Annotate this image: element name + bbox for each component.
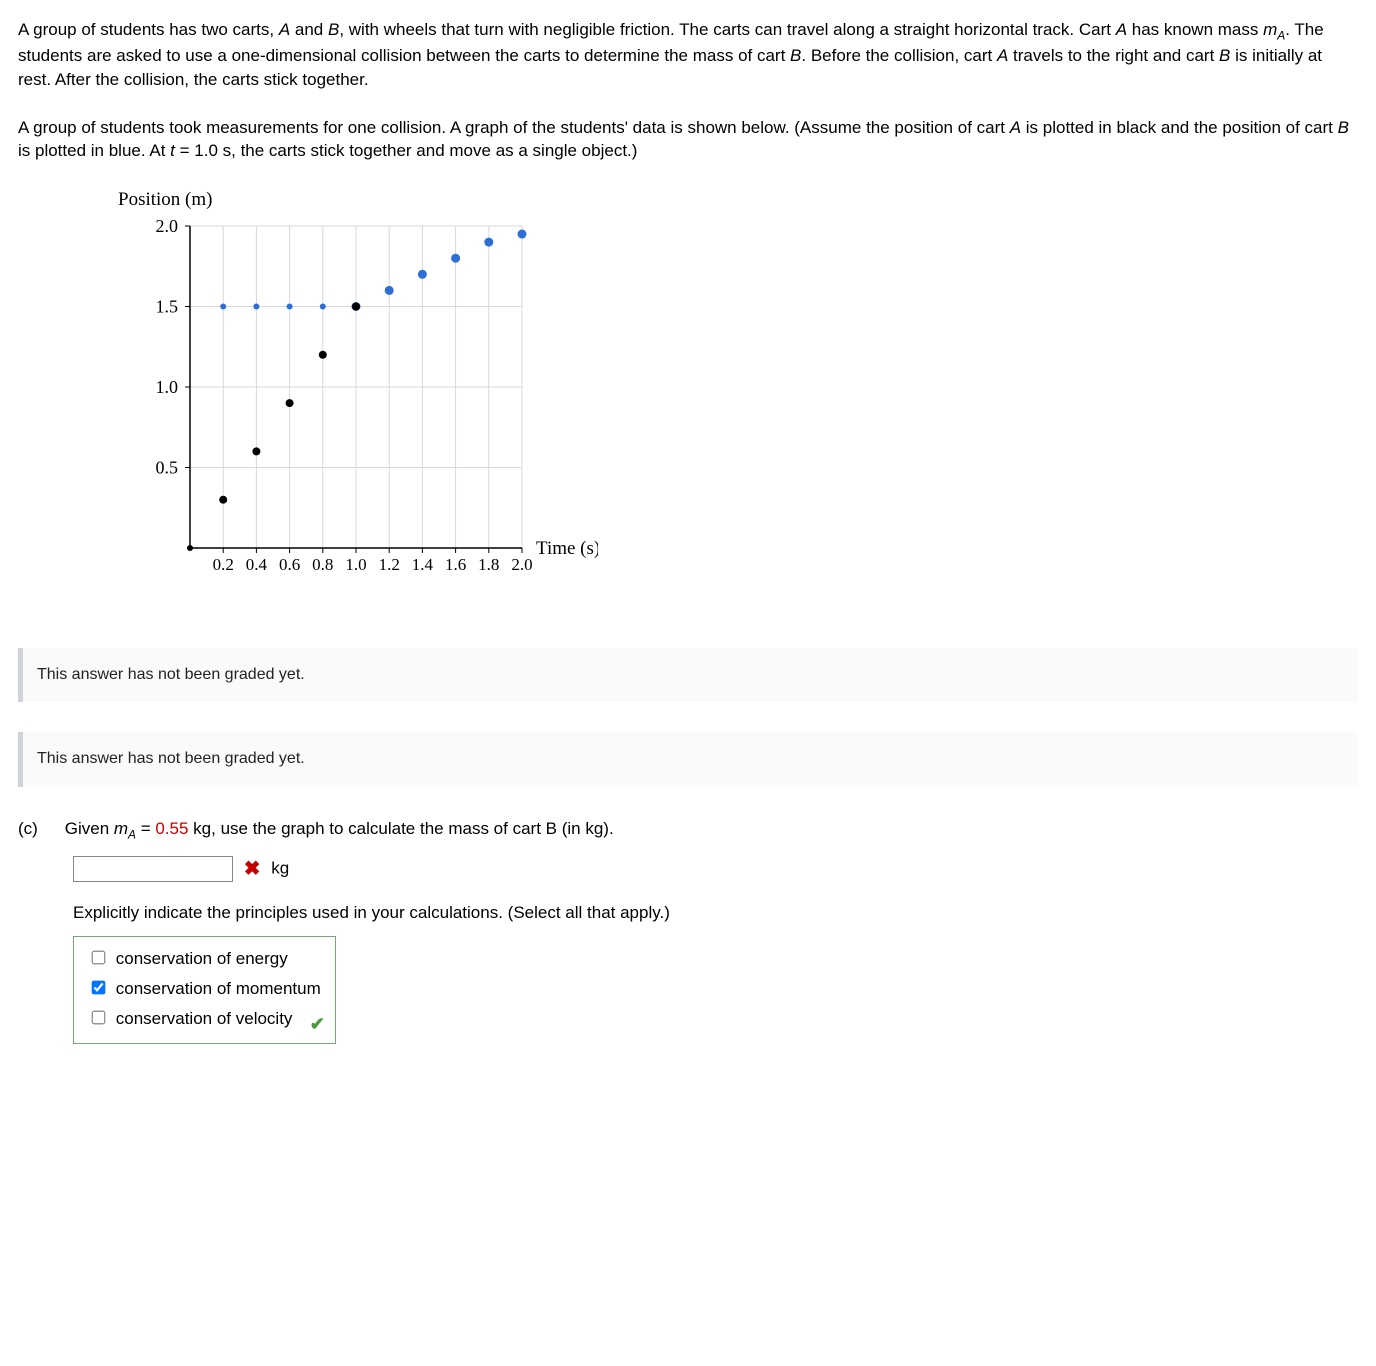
svg-text:1.2: 1.2 — [379, 555, 400, 574]
part-c-prompt: (c) Given mA = 0.55 kg, use the graph to… — [18, 817, 1358, 843]
graph-container: Position (m) 0.5 1.0 1.5 2.0 0.2 0.4 0.6 0.8 1.0… — [118, 187, 1358, 608]
option-energy[interactable]: conservation of energy — [88, 949, 288, 968]
svg-text:0.8: 0.8 — [312, 555, 333, 574]
svg-text:0.4: 0.4 — [246, 555, 268, 574]
checkbox-momentum[interactable] — [92, 981, 106, 995]
checkbox-energy[interactable] — [92, 951, 106, 965]
svg-text:0.6: 0.6 — [279, 555, 300, 574]
intro-paragraph-2: A group of students took measurements fo… — [18, 116, 1358, 164]
graph-y-axis-label: Position (m) — [118, 187, 1358, 214]
svg-text:2.0: 2.0 — [156, 218, 179, 236]
ma-value: 0.55 — [155, 819, 188, 838]
mass-b-input[interactable] — [73, 856, 233, 882]
unit-label: kg — [271, 858, 289, 877]
part-c-text: Given mA = 0.55 kg, use the graph to cal… — [65, 819, 614, 838]
svg-text:1.6: 1.6 — [445, 555, 466, 574]
checkbox-velocity[interactable] — [92, 1011, 106, 1025]
svg-text:1.4: 1.4 — [412, 555, 434, 574]
not-graded-box-1: This answer has not been graded yet. — [18, 648, 1358, 702]
part-c-label: (c) — [18, 817, 60, 841]
not-graded-box-2: This answer has not been graded yet. — [18, 732, 1358, 786]
incorrect-icon: ✖ — [244, 858, 261, 880]
svg-text:1.0: 1.0 — [156, 377, 179, 397]
svg-text:Time (s): Time (s) — [536, 538, 598, 559]
svg-text:0.2: 0.2 — [213, 555, 234, 574]
option-velocity[interactable]: conservation of velocity — [88, 1009, 292, 1028]
option-momentum[interactable]: conservation of momentum — [88, 979, 321, 998]
svg-text:1.5: 1.5 — [156, 296, 179, 316]
svg-text:1.0: 1.0 — [345, 555, 366, 574]
svg-text:1.8: 1.8 — [478, 555, 499, 574]
svg-text:2.0: 2.0 — [511, 555, 532, 574]
principles-prompt: Explicitly indicate the principles used … — [73, 901, 1358, 925]
svg-text:0.5: 0.5 — [156, 457, 179, 477]
position-time-graph: 0.5 1.0 1.5 2.0 0.2 0.4 0.6 0.8 1.0 1.2 1.4 1.6 1.8 2… — [118, 218, 598, 598]
intro-paragraph-1: A group of students has two carts, A and… — [18, 18, 1358, 92]
principles-box: conservation of energy conservation of m… — [73, 936, 336, 1043]
correct-icon: ✔ — [310, 1012, 325, 1037]
